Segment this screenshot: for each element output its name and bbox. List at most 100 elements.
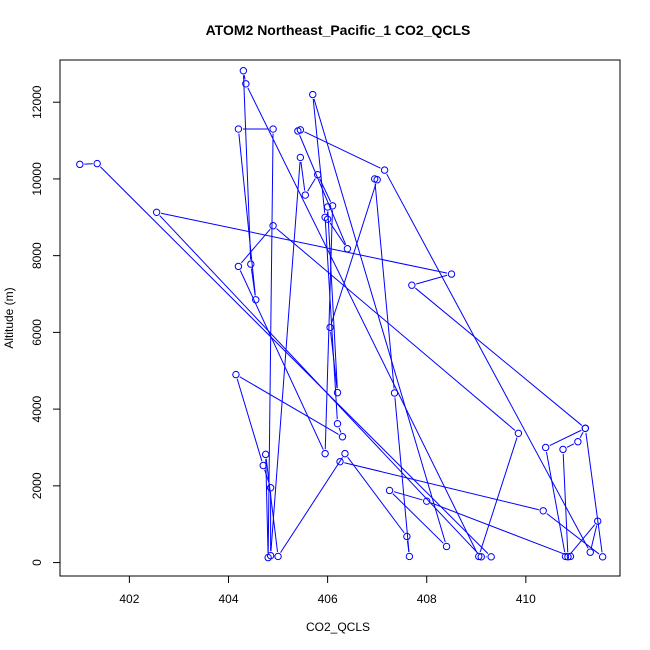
y-axis: 0 2000 4000 6000 8000 10000 12000 (30, 85, 61, 566)
y-tick-label: 4000 (30, 395, 44, 422)
data-point (313, 171, 322, 179)
series-segment (264, 469, 270, 484)
series-segment (240, 228, 271, 264)
data-point (242, 80, 250, 88)
data-point (581, 424, 590, 432)
data-point (333, 419, 342, 428)
series-segment (562, 453, 569, 553)
data-point (264, 553, 272, 562)
series-segment (549, 429, 582, 446)
series-segment (545, 451, 566, 553)
data-point (296, 153, 305, 162)
data-point (405, 552, 414, 561)
series-segment (313, 98, 446, 543)
x-axis: 402 404 406 408 410 (119, 575, 536, 606)
series-segment (394, 397, 410, 552)
data-point (259, 461, 267, 470)
data-point (390, 389, 399, 397)
y-tick-label: 6000 (30, 319, 44, 346)
data-point (559, 445, 567, 454)
data-point (561, 552, 570, 561)
data-point (442, 542, 451, 551)
data-point (564, 553, 572, 561)
data-point (152, 208, 161, 217)
series-segment (276, 228, 516, 431)
series-segment (374, 183, 395, 389)
data-point (309, 90, 317, 99)
series-segment (239, 376, 339, 435)
series-segment (159, 215, 479, 554)
data-point (323, 203, 332, 211)
data-point (247, 260, 255, 268)
x-axis-label: CO2_QCLS (306, 620, 370, 634)
series-segment (590, 525, 598, 548)
series-segment (347, 456, 405, 534)
x-tick-label: 406 (318, 592, 338, 606)
data-point (380, 166, 389, 174)
series-segment (479, 437, 518, 553)
data-point (326, 323, 334, 332)
data-point (475, 552, 483, 561)
y-axis-label: Altitude (m) (2, 287, 16, 348)
series-segment (406, 540, 410, 553)
data-point (266, 551, 275, 560)
data-point (234, 262, 243, 271)
data-point (266, 484, 275, 492)
chart-title: ATOM2 Northeast_Pacific_1 CO2_QCLS (206, 22, 471, 38)
series-segment (236, 378, 263, 462)
data-point (341, 449, 349, 458)
data-point (274, 552, 282, 561)
series-segment (392, 493, 444, 544)
data-point (234, 125, 243, 133)
data-point (239, 67, 248, 75)
series-segment (160, 212, 448, 274)
series-segment (239, 270, 324, 450)
series-segment (546, 513, 600, 555)
data-point (336, 457, 344, 466)
data-point (301, 191, 310, 199)
data-point (269, 222, 277, 230)
data-point (93, 159, 101, 168)
series-segment (243, 75, 246, 80)
data-point (477, 553, 485, 561)
x-tick-label: 402 (119, 592, 139, 606)
data-point (566, 552, 575, 561)
series-segment (579, 431, 584, 439)
series-segment (566, 443, 575, 448)
x-tick-label: 410 (516, 592, 536, 606)
series-segment (324, 210, 333, 450)
data-point (423, 497, 431, 505)
data-point (343, 245, 352, 253)
series-segment (430, 502, 567, 556)
series-segment (238, 133, 256, 296)
series-segment (99, 166, 489, 554)
series-segment (585, 432, 603, 553)
series-segment (393, 491, 423, 501)
data-point (598, 553, 607, 561)
data-point (487, 553, 495, 561)
data-point (447, 270, 456, 278)
data-point (586, 548, 594, 556)
y-tick-label: 0 (30, 559, 44, 566)
data-point (294, 127, 302, 135)
data-point (321, 449, 329, 458)
series-line (84, 75, 603, 558)
data-point (333, 388, 342, 397)
data-point (574, 438, 582, 446)
y-tick-label: 2000 (30, 472, 44, 499)
data-point (403, 532, 411, 541)
data-point (252, 296, 260, 304)
series-segment (243, 75, 252, 260)
data-point (514, 429, 523, 437)
series-segment (280, 457, 343, 553)
data-point (232, 370, 240, 379)
series-segment (300, 161, 306, 191)
series-segment (247, 87, 478, 553)
series-layer (76, 67, 607, 562)
series-segment (338, 427, 342, 433)
series-segment (330, 183, 377, 324)
series-segment (329, 222, 346, 246)
y-tick-label: 8000 (30, 242, 44, 269)
series-segment (327, 211, 338, 389)
